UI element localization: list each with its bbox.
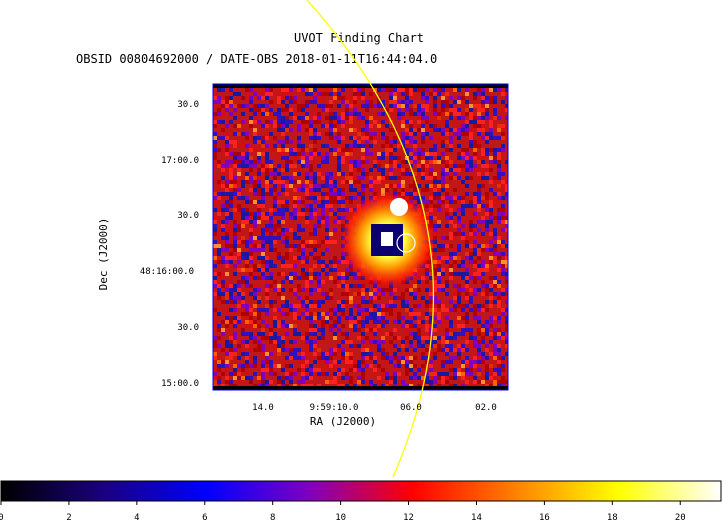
image-panel	[213, 84, 508, 390]
colorbar-tick-label: 2	[66, 513, 71, 521]
x-tick-label: 02.0	[475, 403, 497, 413]
colorbar-tick-label: 8	[270, 513, 275, 521]
colorbar-tick-label: 12	[403, 513, 414, 521]
colorbar-ticks: 0 2 4 6 8 10 12 14 16 18 20	[0, 501, 686, 521]
x-tick-label: 06.0	[400, 403, 422, 413]
colorbar-tick-label: 16	[539, 513, 550, 521]
y-tick-label: 30.0	[177, 323, 199, 333]
colorbar-tick-label: 0	[0, 513, 4, 521]
y-tick-label: 48:16:00.0	[140, 267, 194, 277]
image-frame	[212, 83, 509, 391]
y-axis-label: Dec (J2000)	[97, 218, 110, 291]
x-tick-label: 14.0	[252, 403, 274, 413]
x-tick-label: 9:59:10.0	[310, 403, 359, 413]
y-tick-label: 30.0	[177, 211, 199, 221]
colorbar-tick-label: 14	[471, 513, 482, 521]
colorbar-tick-label: 10	[335, 513, 346, 521]
chart-subtitle: OBSID 00804692000 / DATE-OBS 2018-01-11T…	[76, 52, 438, 66]
core-center	[381, 232, 393, 246]
chart-title: UVOT Finding Chart	[293, 31, 425, 45]
colorbar-tick-label: 4	[134, 513, 139, 521]
colorbar	[0, 480, 722, 502]
y-tick-label: 17:00.0	[161, 156, 199, 166]
colorbar-tick-label: 18	[607, 513, 618, 521]
colorbar-tick-label: 20	[675, 513, 686, 521]
x-axis-ticks: 14.0 9:59:10.0 06.0 02.0	[252, 403, 497, 413]
y-axis-ticks: 30.0 17:00.0 30.0 48:16:00.0 30.0 15:00.0	[140, 100, 199, 389]
source-marker-circle	[396, 233, 416, 253]
x-axis-label: RA (J2000)	[310, 415, 376, 428]
secondary-source	[390, 198, 408, 216]
y-tick-label: 30.0	[177, 100, 199, 110]
colorbar-tick-label: 6	[202, 513, 207, 521]
y-tick-label: 15:00.0	[161, 379, 199, 389]
error-circle	[306, 0, 435, 478]
